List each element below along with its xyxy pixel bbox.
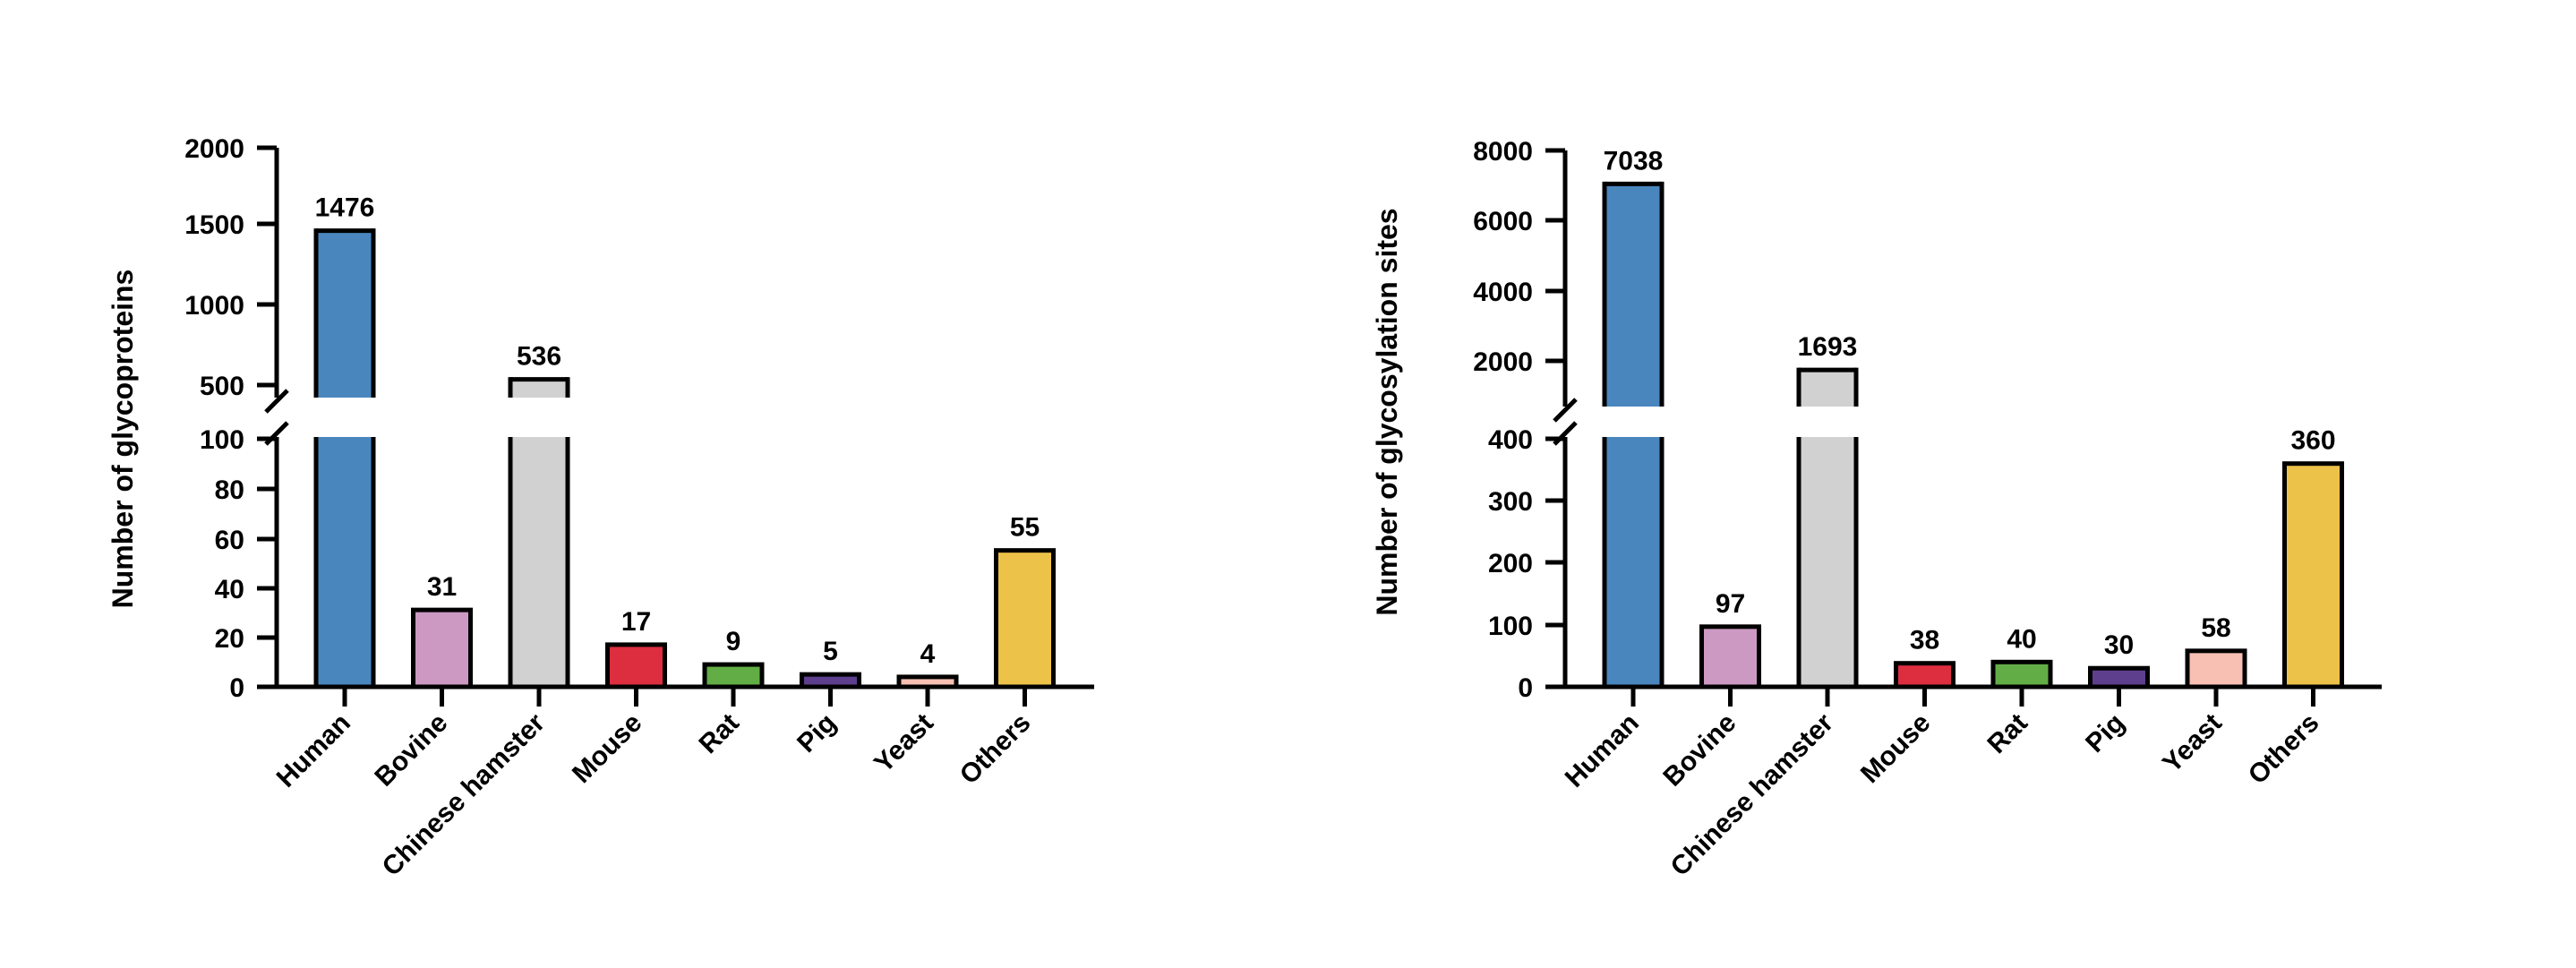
category-label: Yeast [869, 708, 939, 779]
category-label: Pig [2080, 708, 2130, 758]
bar-chinese-hamster-upper [510, 379, 568, 398]
data-label: 17 [621, 607, 651, 637]
bar-others [994, 548, 1056, 690]
chart-1: 1476 Human 31 Bovine 536 Chinese hamster 17 Mou… [107, 134, 1094, 882]
bar-chinese-hamster-lower [1799, 437, 1856, 687]
data-label: 360 [2290, 426, 2335, 456]
bar-chinese-hamster-upper [1799, 370, 1856, 407]
bar-bovine [1699, 624, 1761, 690]
y-tick-label: 20 [215, 624, 244, 654]
bar-human-upper [1605, 184, 1662, 407]
y-tick-label: 0 [229, 673, 244, 703]
y-tick-label: 1000 [184, 291, 244, 321]
category-label: Rat [693, 708, 745, 760]
category-label: Human [271, 708, 356, 793]
y-tick-label: 100 [1488, 612, 1533, 641]
category-label: Rat [1981, 708, 2033, 760]
bar-rat [702, 662, 765, 690]
y-tick-label: 8000 [1473, 137, 1533, 167]
category-label: Mouse [1855, 708, 1937, 790]
y-tick-label: 500 [200, 372, 244, 401]
category-label: Chinese hamster [1665, 707, 1840, 882]
chart-2: 7038 Human 97 Bovine 1693 Chinese hamster 38 Mo… [1371, 137, 2382, 882]
y-tick-label: 2000 [184, 134, 244, 164]
y-tick-label: 400 [1488, 425, 1533, 455]
axis-break-mark [1553, 398, 1578, 423]
y-axis-title: Number of glycosylation sites [1371, 208, 1403, 615]
category-label: Others [2243, 708, 2325, 791]
bar-human-lower [316, 437, 373, 687]
category-label: Pig [792, 708, 842, 758]
bar-chinese-hamster-lower [510, 437, 568, 687]
category-label: Others [954, 708, 1037, 791]
y-tick-label: 300 [1488, 487, 1533, 517]
y-tick-label: 1500 [184, 210, 244, 240]
bar-others [2282, 461, 2344, 690]
bar-mouse [605, 642, 667, 690]
category-label: Mouse [567, 708, 648, 790]
y-axis-title: Number of glycoproteins [107, 270, 139, 609]
data-label: 30 [2104, 630, 2134, 660]
data-label: 38 [1910, 626, 1939, 655]
y-tick-label: 40 [215, 575, 244, 604]
data-label: 9 [726, 627, 741, 656]
data-label: 536 [517, 342, 561, 372]
y-tick-label: 200 [1488, 549, 1533, 578]
data-label: 55 [1010, 513, 1040, 543]
y-tick-label: 100 [200, 425, 244, 455]
y-tick-label: 2000 [1473, 347, 1533, 377]
data-label: 31 [427, 572, 457, 602]
data-label: 40 [2007, 624, 2036, 654]
category-label: Human [1560, 708, 1645, 793]
category-label: Bovine [1657, 708, 1742, 792]
data-label: 1476 [315, 193, 375, 223]
data-label: 58 [2201, 613, 2230, 643]
bar-rat [1990, 659, 2053, 690]
bar-human-lower [1605, 437, 1662, 687]
y-tick-label: 6000 [1473, 207, 1533, 236]
y-tick-label: 4000 [1473, 278, 1533, 307]
category-label: Yeast [2157, 708, 2228, 779]
category-label: Chinese hamster [377, 707, 552, 882]
data-label: 5 [823, 637, 838, 666]
data-label: 97 [1716, 589, 1745, 619]
bar-mouse [1894, 661, 1956, 690]
y-tick-label: 0 [1518, 673, 1533, 703]
y-tick-label: 60 [215, 526, 244, 555]
bar-pig [2088, 665, 2150, 690]
bar-human-upper [316, 230, 373, 398]
bar-yeast [2185, 648, 2247, 690]
data-label: 7038 [1604, 146, 1664, 176]
y-tick-label: 80 [215, 475, 244, 505]
data-label: 1693 [1798, 332, 1858, 362]
data-label: 4 [920, 639, 936, 669]
category-label: Bovine [369, 708, 453, 792]
axis-break-mark [264, 389, 289, 414]
bar-bovine [411, 607, 473, 690]
